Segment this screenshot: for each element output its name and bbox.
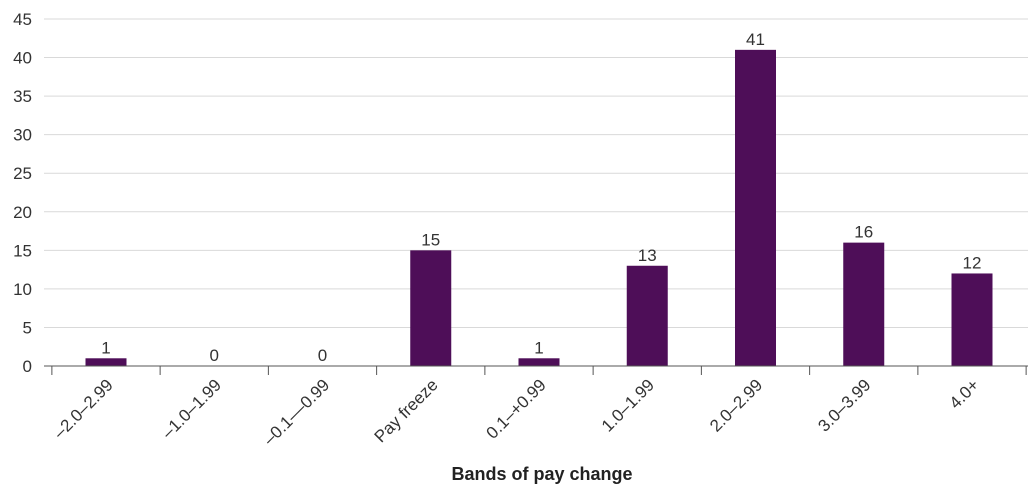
- y-axis-ticks: 0 5 10 15 20 25 30 35 40 45: [13, 10, 32, 376]
- bar: [410, 250, 452, 366]
- y-tick-label: 30: [13, 126, 32, 145]
- x-tick-label: 4.0+: [946, 375, 983, 412]
- bar: [518, 358, 560, 366]
- bar: [626, 265, 668, 366]
- x-tick-label: –2.0–2.99: [50, 375, 117, 442]
- y-tick-label: 0: [23, 357, 32, 376]
- x-axis-title: Bands of pay change: [451, 464, 632, 484]
- y-tick-label: 5: [23, 318, 32, 337]
- data-label: 16: [854, 223, 873, 242]
- data-label: 41: [746, 30, 765, 49]
- y-tick-label: 15: [13, 241, 32, 260]
- y-tick-label: 20: [13, 203, 32, 222]
- x-tick-label: 3.0–3.99: [814, 375, 874, 435]
- data-label: 12: [963, 253, 982, 272]
- data-label: 0: [210, 346, 219, 365]
- data-label: 1: [534, 338, 543, 357]
- data-labels: 1 0 0 15 1 13 41 16 12: [101, 30, 981, 365]
- data-label: 0: [318, 346, 327, 365]
- bar: [951, 273, 993, 366]
- y-tick-label: 10: [13, 280, 32, 299]
- y-tick-label: 35: [13, 87, 32, 106]
- x-tick-label: 2.0–2.99: [706, 375, 766, 435]
- x-tick-label: 1.0–1.99: [598, 375, 658, 435]
- x-axis-ticks: –2.0–2.99 –1.0–1.99 –0.1––0.99 Pay freeze 0.…: [50, 366, 1027, 449]
- bars: [85, 49, 993, 366]
- y-tick-label: 25: [13, 164, 32, 183]
- data-label: 13: [638, 246, 657, 265]
- data-label: 1: [101, 338, 110, 357]
- data-label: 15: [421, 230, 440, 249]
- y-tick-label: 40: [13, 49, 32, 68]
- bar: [843, 242, 885, 366]
- bar: [735, 49, 776, 366]
- y-tick-label: 45: [13, 10, 32, 29]
- gridlines: [44, 18, 1028, 367]
- x-tick-label: –0.1––0.99: [260, 375, 334, 449]
- bar: [85, 358, 127, 366]
- x-tick-label: Pay freeze: [371, 375, 442, 446]
- x-tick-label: –1.0–1.99: [158, 375, 225, 442]
- x-tick-label: 0.1–+0.99: [483, 375, 550, 442]
